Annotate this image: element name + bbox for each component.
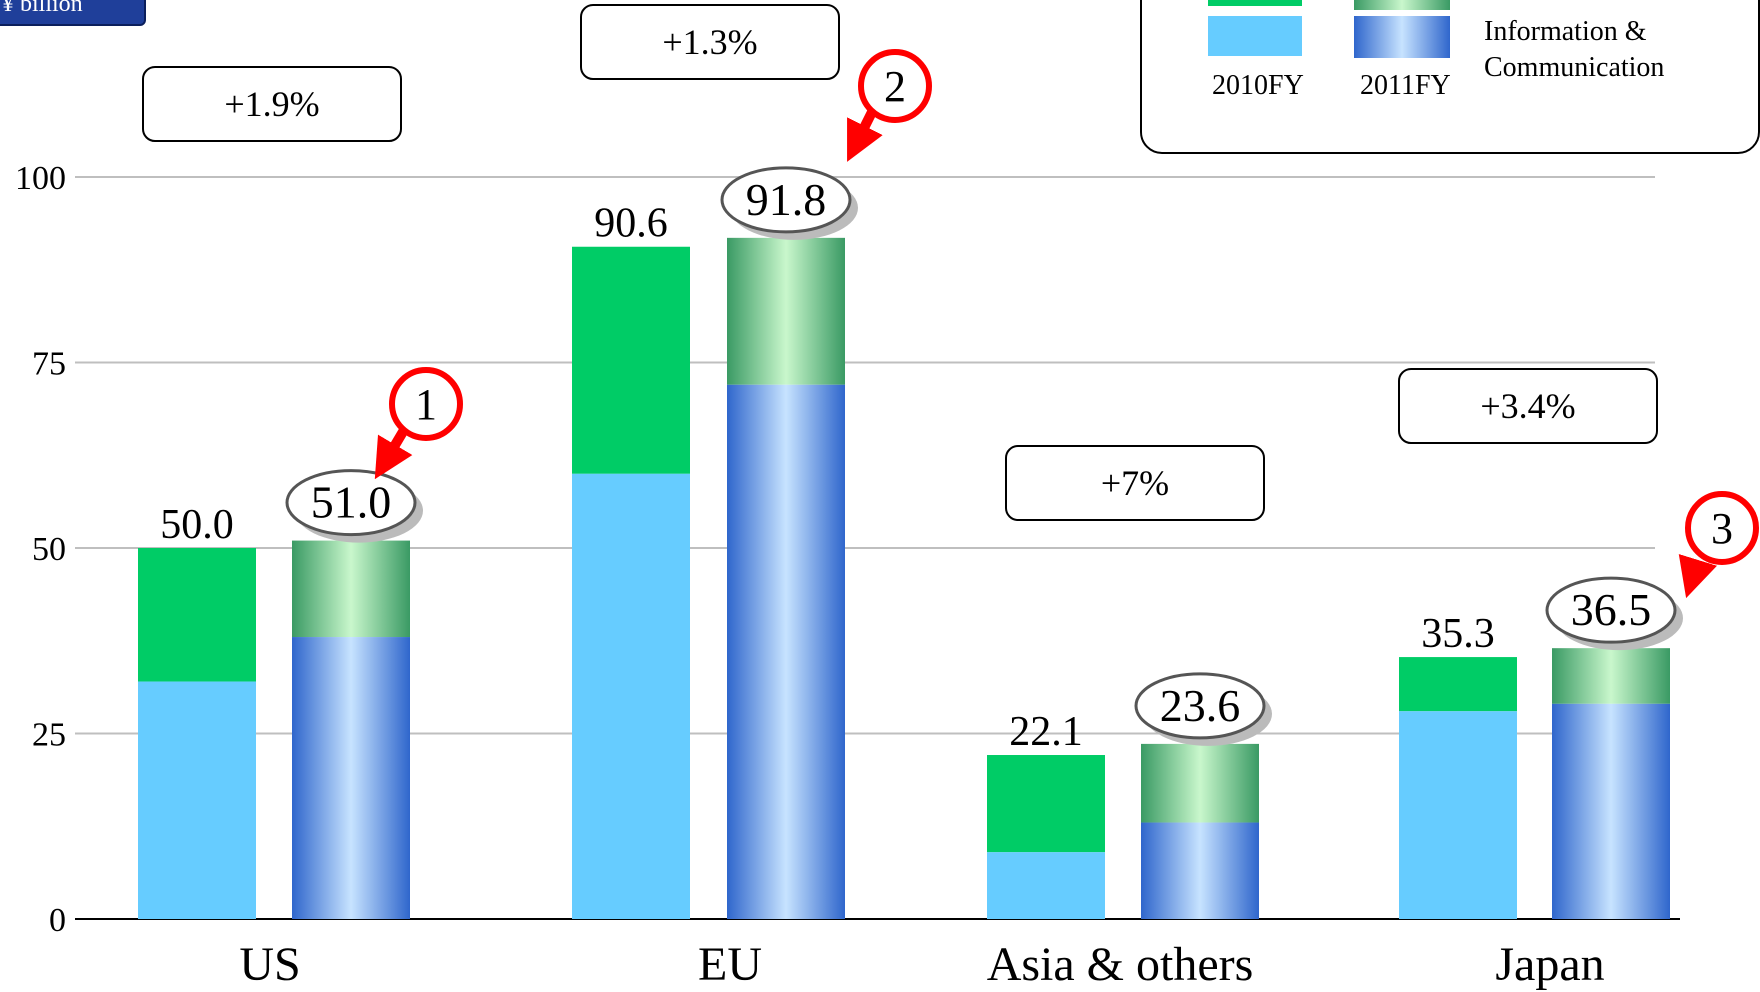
y-tick-label: 25 bbox=[32, 717, 66, 754]
growth-label: +3.4% bbox=[1480, 386, 1575, 426]
bar-2010-upper bbox=[1399, 657, 1517, 712]
y-tick-label: 0 bbox=[49, 902, 66, 939]
growth-label: +7% bbox=[1101, 463, 1169, 503]
legend: 2010FY 2011FY Information & Communicatio… bbox=[1140, 0, 1760, 154]
growth-label: +1.3% bbox=[662, 22, 757, 62]
bar-2010-information-communication bbox=[1399, 711, 1517, 919]
legend-swatch-2011-blue bbox=[1354, 16, 1450, 58]
callout-number: 3 bbox=[1711, 504, 1733, 553]
bar-2011-information-communication bbox=[1552, 703, 1670, 919]
y-tick-label: 50 bbox=[32, 531, 66, 568]
bar-2010-information-communication bbox=[572, 473, 690, 919]
growth-box bbox=[142, 66, 402, 142]
data-label-2011-ellipse bbox=[1545, 576, 1677, 644]
legend-swatch-2011-green bbox=[1354, 0, 1450, 10]
data-label-2011-ellipse bbox=[285, 469, 417, 537]
bar-2010-information-communication bbox=[138, 681, 256, 919]
bar-2011-upper bbox=[292, 540, 410, 638]
legend-swatch-2010-green bbox=[1208, 0, 1302, 6]
bars-layer bbox=[138, 237, 1670, 919]
bar-2011-upper bbox=[727, 237, 845, 385]
legend-label-information-line2: Communication bbox=[1484, 52, 1665, 83]
growth-box bbox=[1398, 368, 1658, 444]
growth-box bbox=[1005, 445, 1265, 521]
bar-2010-information-communication bbox=[987, 852, 1105, 919]
callout-number: 1 bbox=[415, 380, 437, 429]
callout-arrow bbox=[374, 427, 413, 480]
data-label-2010: 22.1 bbox=[1009, 709, 1083, 755]
bar-2011-information-communication bbox=[727, 384, 845, 919]
bar-2010-upper bbox=[572, 246, 690, 474]
callout-arrow bbox=[847, 109, 883, 162]
callout-arrow bbox=[1678, 554, 1717, 599]
data-label-2011-ellipse bbox=[720, 166, 852, 234]
x-category-label: EU bbox=[698, 938, 762, 991]
growth-label: +1.9% bbox=[224, 84, 319, 124]
legend-label-2011: 2011FY bbox=[1360, 70, 1451, 101]
x-category-label: US bbox=[239, 938, 300, 991]
data-label-2011-ellipse bbox=[1134, 672, 1266, 740]
x-category-label: Asia & others bbox=[987, 938, 1254, 991]
data-label-2011: 36.5 bbox=[1571, 584, 1652, 635]
callout-circle bbox=[1685, 491, 1759, 565]
growth-box bbox=[580, 4, 840, 80]
y-tick-label: 100 bbox=[15, 160, 66, 197]
callout-circle bbox=[858, 49, 932, 123]
bar-2011-information-communication bbox=[292, 637, 410, 919]
data-label-2010: 50.0 bbox=[160, 502, 234, 548]
callout-number: 2 bbox=[884, 62, 906, 111]
data-label-2011: 23.6 bbox=[1160, 680, 1241, 731]
data-label-2010: 35.3 bbox=[1421, 611, 1495, 657]
data-label-2011: 91.8 bbox=[746, 174, 827, 225]
bar-2011-upper bbox=[1552, 648, 1670, 704]
bar-2011-information-communication bbox=[1141, 822, 1259, 919]
callout-circle bbox=[389, 367, 463, 441]
labels-layer: 0 25 50 75 100 50.0 51.0 +1.9% US 90.6 91.8 +1.3% EU… bbox=[15, 4, 1759, 991]
bar-2011-upper bbox=[1141, 743, 1259, 823]
data-label-2010: 90.6 bbox=[594, 201, 668, 247]
legend-swatch-2010-blue bbox=[1208, 16, 1302, 56]
y-tick-label: 75 bbox=[32, 346, 66, 383]
unit-badge: ¥ billion bbox=[0, 0, 146, 26]
x-category-label: Japan bbox=[1495, 938, 1604, 991]
legend-label-2010: 2010FY bbox=[1212, 70, 1304, 101]
data-label-2011: 51.0 bbox=[311, 477, 392, 528]
legend-label-information-line1: Information & bbox=[1484, 16, 1647, 47]
bar-2010-upper bbox=[987, 755, 1105, 853]
bar-2010-upper bbox=[138, 548, 256, 682]
